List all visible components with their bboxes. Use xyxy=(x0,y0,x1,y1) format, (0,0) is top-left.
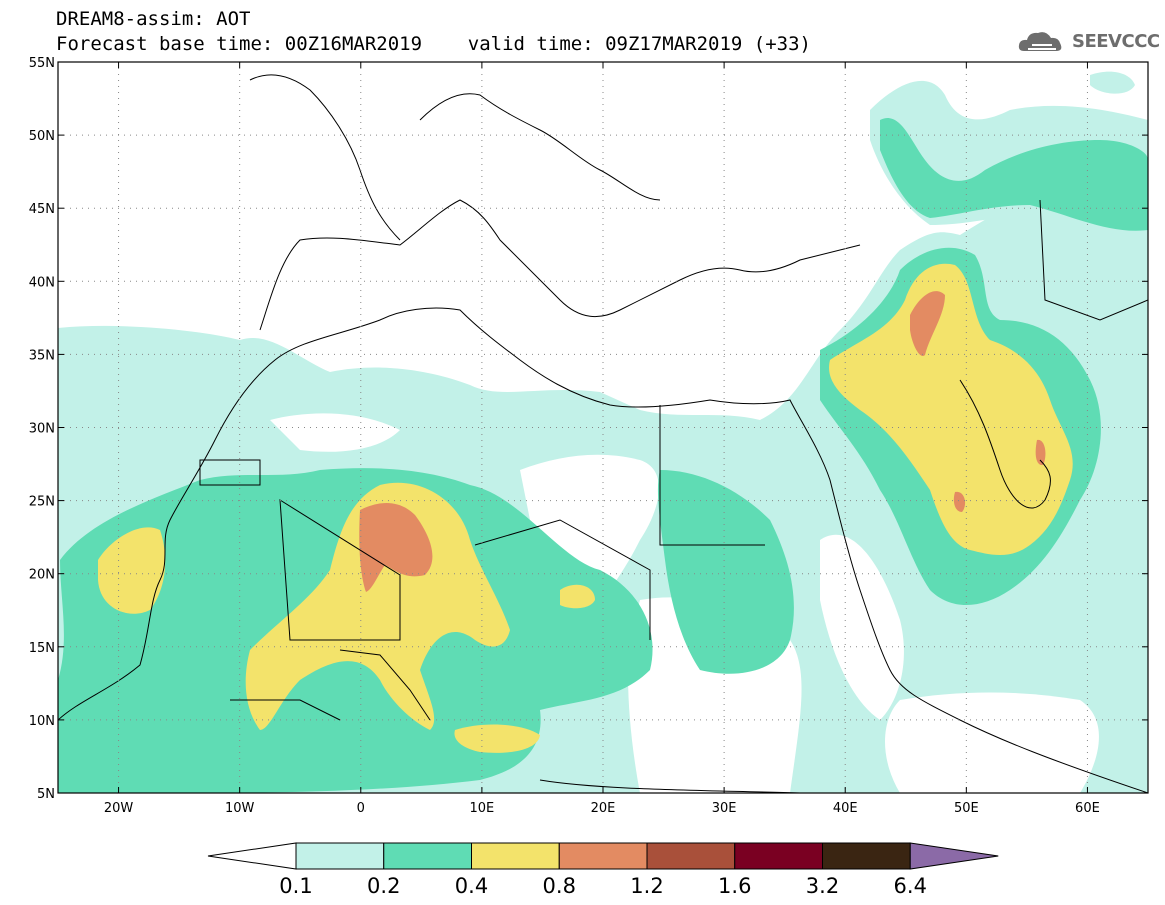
colorbar-label: 0.8 xyxy=(543,874,576,898)
colorbar-arrow-left xyxy=(207,842,297,870)
lon-tick-label: 20E xyxy=(591,801,616,816)
colorbar-label: 1.2 xyxy=(630,874,663,898)
colorbar: 0.1 0.2 0.4 0.8 1.2 1.6 3.2 6.4 xyxy=(207,842,999,898)
lon-tick-label: 10W xyxy=(225,801,255,816)
lat-tick-label: 30N xyxy=(29,422,55,437)
colorbar-segment xyxy=(383,842,472,870)
lat-tick-label: 40N xyxy=(29,275,55,290)
lon-tick-label: 20W xyxy=(104,801,134,816)
lon-tick-label: 50E xyxy=(954,801,979,816)
colorbar-arrow-right xyxy=(909,842,999,870)
aot-field xyxy=(58,62,1148,793)
lat-tick-label: 45N xyxy=(29,202,55,217)
lat-tick-label: 55N xyxy=(29,56,55,71)
colorbar-segment xyxy=(646,842,736,870)
chart-title: DREAM8-assim: AOT xyxy=(56,8,251,30)
colorbar-segment xyxy=(558,842,648,870)
axis-ticks: 20W 10W 0 10E 20E 30E 40E 50E 60E 55N 50N 45N 40N 35N… xyxy=(29,56,1148,816)
colorbar-segment xyxy=(295,842,385,870)
lat-tick-label: 25N xyxy=(29,495,55,510)
colorbar-segment xyxy=(734,842,823,870)
lat-tick-label: 20N xyxy=(29,568,55,583)
aot-band-0.4-0.8 xyxy=(98,263,1073,753)
colorbar-label: 1.6 xyxy=(718,874,751,898)
lat-tick-label: 10N xyxy=(29,714,55,729)
logo-text: SEEVCCC xyxy=(1072,31,1160,52)
lon-tick-label: 10E xyxy=(470,801,495,816)
lon-tick-label: 30E xyxy=(712,801,737,816)
coastlines xyxy=(58,74,1148,793)
colorbar-label: 6.4 xyxy=(894,874,927,898)
colorbar-segment xyxy=(471,842,560,870)
aot-band-0.8-1.2 xyxy=(359,291,1046,592)
lat-tick-label: 50N xyxy=(29,129,55,144)
lat-tick-label: 35N xyxy=(29,348,55,363)
forecast-time-subtitle: Forecast base time: 00Z16MAR2019 valid t… xyxy=(56,33,811,55)
colorbar-label: 0.1 xyxy=(279,874,312,898)
colorbar-label: 3.2 xyxy=(806,874,839,898)
colorbar-label: 0.4 xyxy=(455,874,488,898)
cloud-icon xyxy=(1018,32,1062,51)
lon-tick-label: 60E xyxy=(1075,801,1100,816)
lon-tick-label: 40E xyxy=(833,801,858,816)
lat-tick-label: 15N xyxy=(29,641,55,656)
lat-tick-label: 5N xyxy=(37,787,55,802)
colorbar-label: 0.2 xyxy=(367,874,400,898)
colorbar-segment xyxy=(822,842,911,870)
lon-tick-label: 0 xyxy=(357,801,365,816)
